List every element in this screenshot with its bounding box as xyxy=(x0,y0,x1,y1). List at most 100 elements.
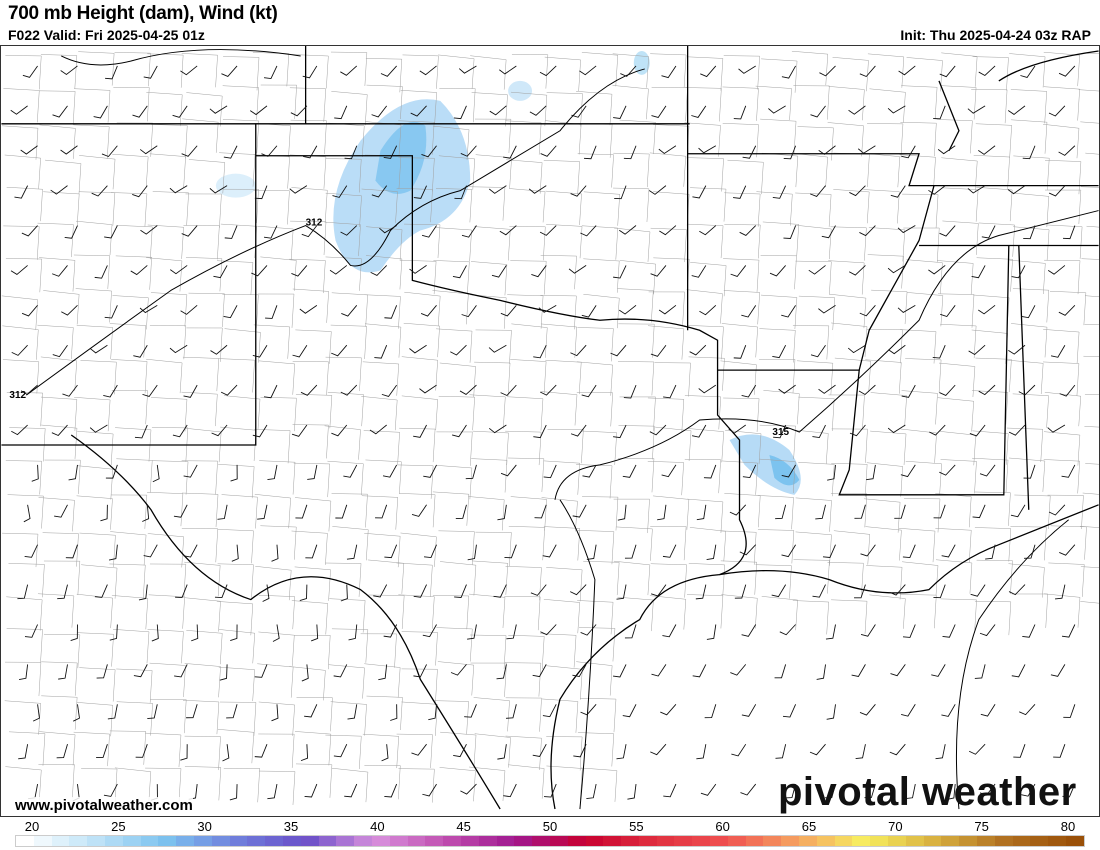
county-line xyxy=(940,598,977,633)
wind-barb xyxy=(465,464,477,480)
county-line xyxy=(147,224,184,259)
colorbar-cell xyxy=(799,836,817,846)
wind-barb xyxy=(860,544,876,557)
wind-barb xyxy=(267,464,278,480)
county-line xyxy=(5,258,43,293)
county-line xyxy=(111,359,148,394)
county-line xyxy=(724,224,761,259)
county-line xyxy=(941,52,978,87)
weather-map[interactable]: 312 312 315 xyxy=(0,45,1100,817)
county-line xyxy=(181,391,218,427)
county-line xyxy=(1084,426,1099,428)
county-line xyxy=(687,157,724,192)
colorbar-cell xyxy=(193,836,212,846)
county-line xyxy=(792,600,829,635)
wind-barb xyxy=(733,185,747,199)
county-line xyxy=(331,91,368,126)
wind-barb xyxy=(169,344,188,354)
colorbar-cell xyxy=(318,836,337,846)
county-line xyxy=(1008,457,1046,492)
county-line xyxy=(541,497,578,532)
wind-barb xyxy=(580,624,597,636)
county-line xyxy=(188,159,226,194)
wind-barb xyxy=(1061,624,1076,638)
wind-barb xyxy=(859,225,876,237)
wind-barb xyxy=(854,584,866,599)
wind-barb xyxy=(901,145,916,159)
wind-barb xyxy=(662,544,677,558)
county-line xyxy=(296,763,333,798)
wind-barb xyxy=(733,105,747,120)
county-line xyxy=(613,560,651,596)
wind-barb xyxy=(272,624,280,642)
county-line xyxy=(145,732,182,768)
county-line xyxy=(1006,427,1044,462)
wind-barb xyxy=(262,584,270,602)
county-line xyxy=(257,663,294,698)
wind-barb xyxy=(568,265,587,274)
colorbar-cell xyxy=(888,836,906,846)
county-line xyxy=(759,359,796,394)
county-line xyxy=(184,663,221,698)
wind-barb xyxy=(181,225,198,237)
county-line xyxy=(580,697,617,733)
wind-barb xyxy=(901,384,916,398)
county-line xyxy=(545,359,582,395)
county-line xyxy=(511,54,549,89)
county-line xyxy=(543,526,581,561)
wind-barb xyxy=(855,744,866,760)
county-line xyxy=(218,358,255,393)
county-line xyxy=(831,428,868,463)
county-line xyxy=(400,90,437,125)
wind-barb xyxy=(818,384,836,394)
county-line xyxy=(1012,288,1050,323)
county-line xyxy=(438,155,476,190)
wind-barb xyxy=(623,145,637,160)
county-line xyxy=(576,361,613,396)
colorbar-cell xyxy=(1030,836,1049,846)
wind-barb xyxy=(696,504,707,521)
wind-barb xyxy=(847,344,866,354)
county-line xyxy=(510,496,547,531)
county-line xyxy=(396,733,433,769)
county-line xyxy=(1043,86,1080,121)
county-line xyxy=(828,260,865,295)
wind-barb xyxy=(101,145,118,158)
county-line xyxy=(435,227,472,262)
county-line xyxy=(110,192,148,227)
wind-barb xyxy=(1019,703,1036,716)
site-url[interactable]: www.pivotalweather.com xyxy=(15,797,193,814)
county-line xyxy=(470,294,507,329)
wind-barb xyxy=(928,265,946,275)
county-line xyxy=(827,562,864,597)
county-line xyxy=(224,328,261,363)
county-line xyxy=(146,491,184,527)
county-line xyxy=(183,225,220,260)
wind-barb xyxy=(219,664,228,681)
wind-barb xyxy=(778,384,796,394)
county-line xyxy=(471,92,508,127)
county-line xyxy=(116,701,153,736)
county-line xyxy=(792,325,830,360)
colorbar-cell xyxy=(496,836,515,846)
colorbar-cell xyxy=(140,836,159,846)
county-line xyxy=(834,357,871,392)
wind-barb xyxy=(454,185,467,200)
wind-barb xyxy=(733,345,747,359)
wind-barb xyxy=(657,504,667,521)
wind-barb xyxy=(738,65,756,74)
colorbar-labels: 20 25 30 35 40 45 50 55 60 65 70 75 80 xyxy=(0,817,1100,835)
county-line xyxy=(78,191,116,226)
county-line xyxy=(650,53,687,88)
wind-barb xyxy=(291,424,308,437)
county-line xyxy=(1080,526,1099,528)
county-line xyxy=(109,730,147,765)
county-line xyxy=(760,118,797,154)
county-line xyxy=(8,563,45,598)
county-line xyxy=(182,699,220,735)
county-line xyxy=(151,397,188,432)
wind-barb xyxy=(499,65,517,75)
county-line xyxy=(509,188,546,223)
wind-barb xyxy=(969,424,986,437)
county-line xyxy=(577,327,614,362)
